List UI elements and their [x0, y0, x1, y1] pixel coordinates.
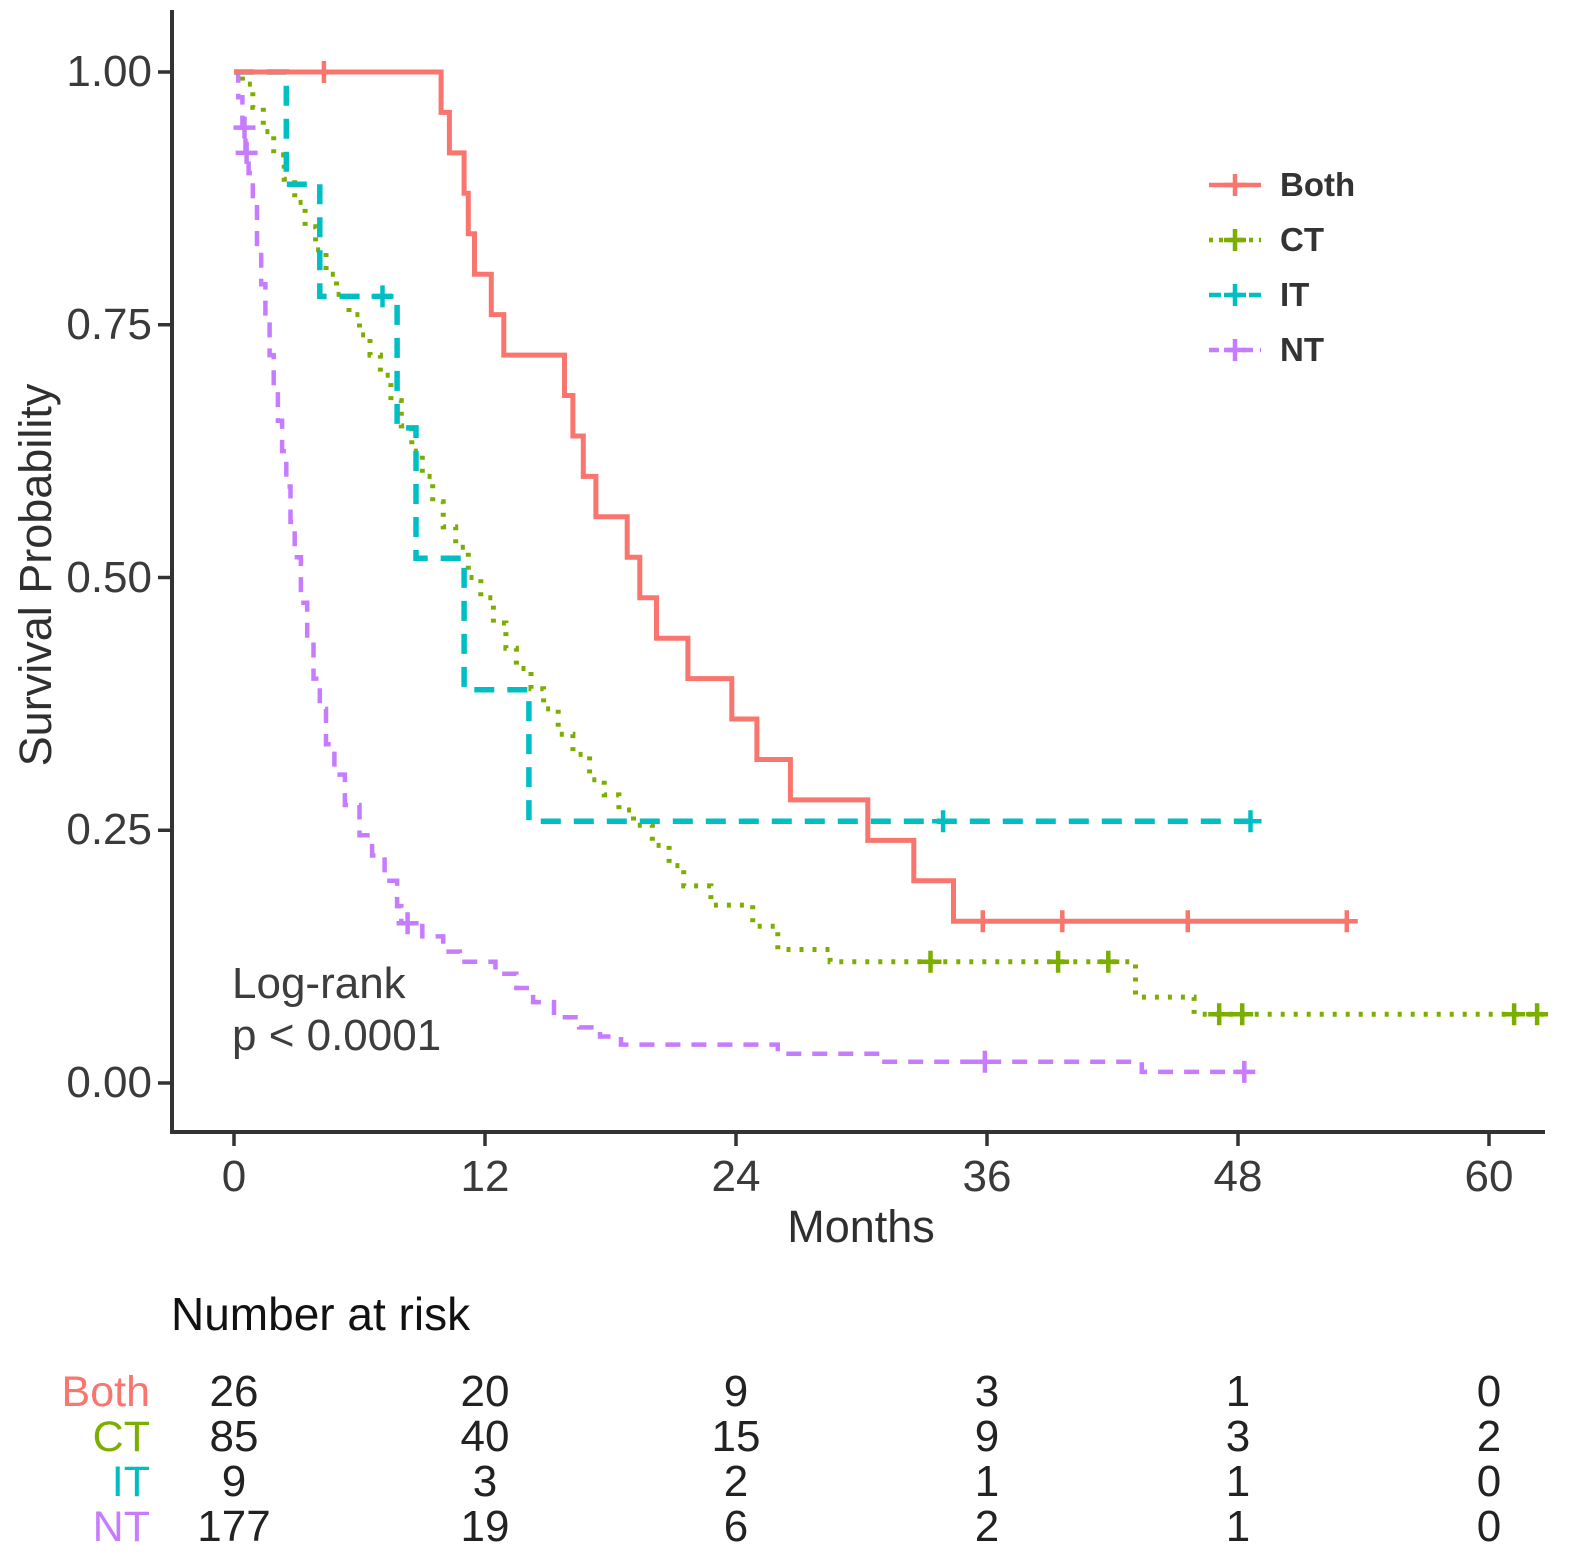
legend-item-both: Both — [1206, 168, 1355, 202]
axis-lines — [170, 10, 1545, 1134]
legend-item-it: IT — [1206, 278, 1355, 312]
legend-label: IT — [1280, 276, 1310, 313]
risk-count: 15 — [711, 1412, 761, 1461]
curve-both — [234, 69, 1347, 924]
censor-marks-ct — [919, 950, 1549, 1026]
legend-key-icon — [1209, 229, 1261, 251]
legend-item-nt: NT — [1206, 333, 1355, 367]
risk-count: 26 — [209, 1367, 259, 1416]
censor-marks-it — [371, 285, 1262, 833]
x-tick-label: 48 — [1213, 1152, 1263, 1201]
x-tick-label: 36 — [962, 1152, 1012, 1201]
risk-row-label-nt: NT — [92, 1503, 150, 1551]
legend-item-ct: CT — [1206, 223, 1355, 257]
logrank-annotation: Log-rank p < 0.0001 — [232, 958, 441, 1062]
risk-count: 20 — [460, 1367, 510, 1416]
risk-count: 0 — [1476, 1457, 1502, 1506]
p-value: p < 0.0001 — [232, 1011, 442, 1060]
risk-count: 40 — [460, 1412, 510, 1461]
risk-count: 85 — [209, 1412, 259, 1461]
y-tick-label: 0.25 — [66, 805, 152, 855]
risk-count: 0 — [1476, 1367, 1502, 1416]
risk-count: 1 — [1225, 1457, 1251, 1506]
curve-nt — [234, 69, 1247, 1075]
risk-count: 2 — [723, 1457, 749, 1506]
x-tick-label: 0 — [221, 1152, 247, 1201]
risk-count: 9 — [221, 1457, 247, 1506]
risk-count: 1 — [1225, 1367, 1251, 1416]
y-tick-label: 0.75 — [66, 299, 152, 349]
censor-marks-nt — [233, 116, 1256, 1083]
curve-it — [234, 69, 1251, 824]
risk-row-label-both: Both — [61, 1368, 150, 1416]
risk-count: 3 — [974, 1367, 1000, 1416]
axis-tick-marks — [158, 70, 1491, 1146]
risk-count: 3 — [472, 1457, 498, 1506]
legend-label: Both — [1280, 166, 1356, 203]
x-tick-label: 12 — [460, 1152, 510, 1201]
risk-count: 9 — [723, 1367, 749, 1416]
y-tick-label: 1.00 — [66, 47, 152, 96]
risk-count: 2 — [974, 1502, 1000, 1551]
risk-count: 1 — [974, 1457, 1000, 1506]
y-tick-label: 0.00 — [66, 1058, 152, 1107]
x-tick-label: 60 — [1464, 1152, 1514, 1201]
risk-count: 0 — [1476, 1502, 1502, 1551]
risk-row-label-ct: CT — [92, 1413, 150, 1461]
y-tick-label: 0.50 — [66, 552, 152, 602]
risk-count: 2 — [1476, 1412, 1502, 1461]
logrank-label: Log-rank — [232, 959, 406, 1008]
censor-marks-both — [312, 61, 1358, 933]
legend-key-icon — [1209, 339, 1261, 361]
risk-count: 177 — [197, 1502, 271, 1551]
risk-count: 19 — [460, 1502, 510, 1551]
legend-key-icon — [1209, 174, 1261, 196]
risk-count: 3 — [1225, 1412, 1251, 1461]
legend-label: CT — [1280, 221, 1324, 258]
risk-row-label-it: IT — [111, 1458, 150, 1506]
legend-label: NT — [1280, 331, 1324, 368]
x-axis-title: Months — [787, 1201, 935, 1252]
legend-key-icon — [1209, 284, 1261, 306]
curve-ct — [234, 69, 1544, 1017]
x-tick-label: 24 — [711, 1152, 761, 1201]
risk-count: 9 — [974, 1412, 1000, 1461]
risk-table-title: Number at risk — [171, 1288, 471, 1340]
legend: Both CT IT NT — [1206, 168, 1355, 388]
risk-count: 1 — [1225, 1502, 1251, 1551]
risk-count: 6 — [723, 1502, 749, 1551]
